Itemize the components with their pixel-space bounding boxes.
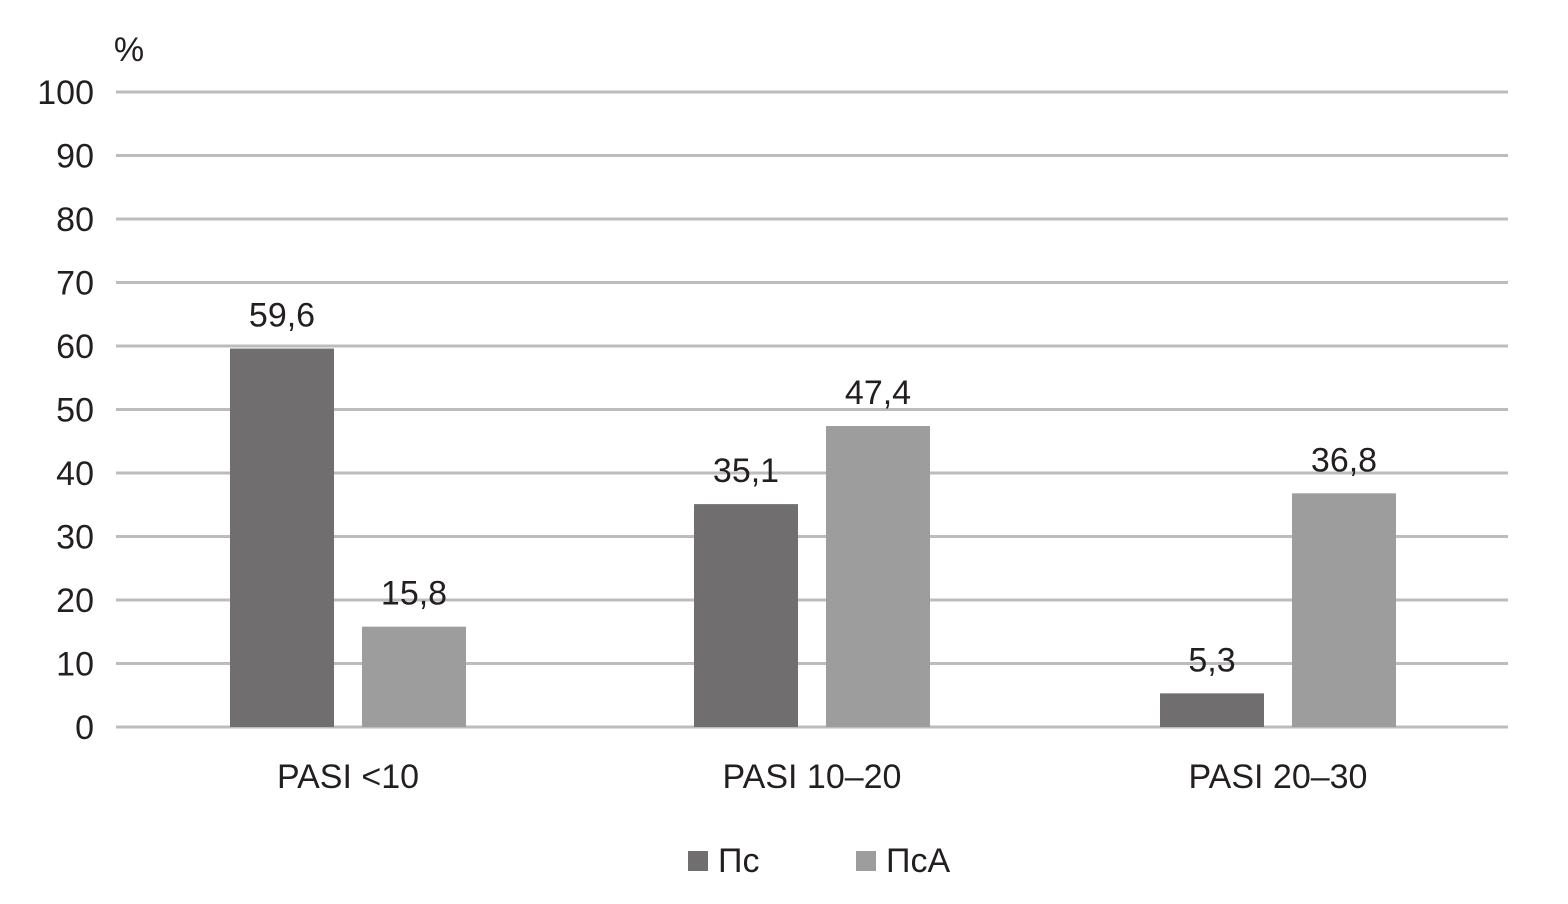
- bar: [826, 426, 930, 727]
- y-tick-label: 90: [56, 138, 94, 176]
- y-tick-label: 0: [75, 709, 94, 747]
- bars: [230, 348, 1396, 727]
- legend-label: Пс: [718, 842, 759, 880]
- bar: [362, 626, 466, 727]
- legend: Пс ПсА: [688, 842, 950, 880]
- bar: [694, 504, 798, 727]
- y-tick-label: 20: [56, 582, 94, 620]
- data-label: 15,8: [381, 575, 447, 613]
- y-tick-label: 100: [37, 74, 94, 112]
- category-labels: PASI <10 PASI 10–20 PASI 20–30: [277, 758, 1368, 796]
- bar: [1292, 493, 1396, 727]
- y-tick-label: 80: [56, 201, 94, 239]
- data-labels: 59,6 35,1 5,3 15,8 47,4 36,8: [249, 297, 1377, 680]
- y-tick-label: 40: [56, 455, 94, 493]
- legend-swatch: [856, 851, 876, 871]
- data-label: 36,8: [1311, 441, 1377, 479]
- x-category-label: PASI 20–30: [1189, 758, 1368, 796]
- y-axis-ticks: 0 10 20 30 40 50 60 70 80 90 100: [37, 74, 94, 747]
- data-label: 47,4: [845, 374, 911, 412]
- y-tick-label: 10: [56, 646, 94, 684]
- y-tick-label: 30: [56, 519, 94, 557]
- data-label: 5,3: [1188, 641, 1235, 679]
- x-category-label: PASI 10–20: [723, 758, 902, 796]
- x-category-label: PASI <10: [277, 758, 419, 796]
- bar: [230, 348, 334, 727]
- bar: [1160, 693, 1264, 727]
- y-tick-label: 70: [56, 265, 94, 303]
- gridlines: [116, 90, 1508, 729]
- y-axis-unit-label: %: [114, 31, 144, 69]
- legend-label: ПсА: [886, 842, 950, 880]
- legend-swatch: [688, 851, 708, 871]
- y-tick-label: 50: [56, 392, 94, 430]
- data-label: 35,1: [713, 452, 779, 490]
- y-tick-label: 60: [56, 328, 94, 366]
- data-label: 59,6: [249, 297, 315, 335]
